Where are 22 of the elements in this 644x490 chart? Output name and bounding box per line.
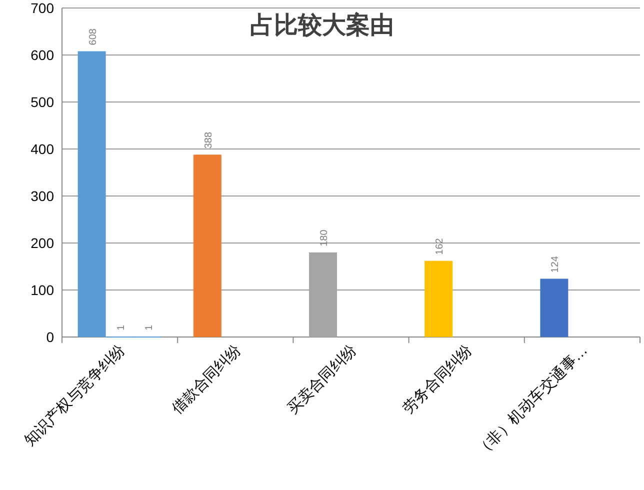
y-tick-label: 400 [30, 141, 54, 157]
data-label: 180 [319, 229, 330, 246]
data-label: 1 [116, 324, 127, 331]
bar [540, 278, 568, 337]
y-tick-label: 100 [30, 282, 54, 298]
chart-title: 占比较大案由 [250, 10, 394, 39]
y-tick-label: 600 [30, 47, 54, 63]
x-tick-label: 劳务合同纠纷 [400, 342, 476, 418]
x-tick-label: 买卖合同纠纷 [284, 342, 360, 418]
y-tick-label: 200 [30, 235, 54, 251]
x-tick-label: （非）机动车交通事… [472, 342, 592, 460]
data-label: 162 [434, 238, 446, 255]
data-label: 1 [144, 324, 155, 331]
y-tick-label: 700 [30, 0, 54, 16]
data-label: 608 [88, 28, 99, 46]
bar [193, 154, 222, 337]
y-tick-label: 300 [30, 188, 54, 204]
bar [424, 260, 453, 337]
y-tick-label: 500 [30, 94, 54, 110]
x-tick-label: 借款合同纠纷 [168, 342, 244, 418]
data-label: 388 [203, 132, 214, 149]
data-label: 124 [550, 256, 562, 273]
